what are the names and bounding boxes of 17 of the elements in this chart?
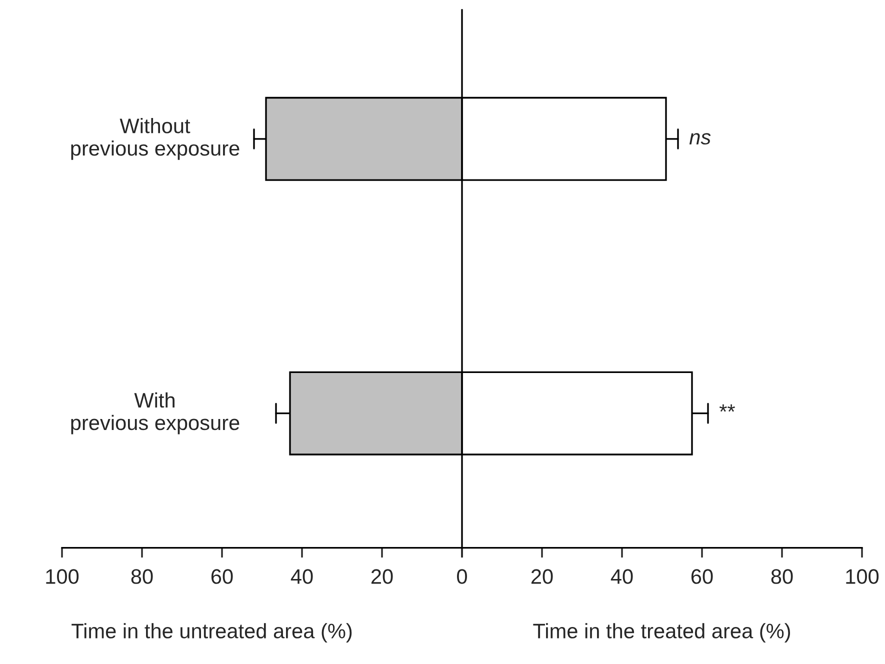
x-tick-label: 60 — [691, 569, 713, 584]
x-tick-label: 100 — [46, 569, 79, 584]
x-tick-label: 20 — [531, 569, 553, 584]
x-tick-label: 20 — [371, 569, 393, 584]
text: Time in the untreated area (%) — [72, 623, 352, 643]
x-tick-label: 80 — [771, 569, 793, 584]
x-tick-label: 0 — [457, 569, 467, 584]
annotation: ** — [719, 404, 735, 412]
x-tick-label: 60 — [211, 569, 233, 584]
x-tick-label: 100 — [846, 569, 879, 584]
x-tick-label: 40 — [290, 569, 313, 584]
y-tick-label: With previous exposure — [71, 392, 240, 434]
text: Time in the treated area (%) — [533, 623, 790, 643]
y-tick-label: Without previous exposure — [71, 118, 240, 160]
annotation: ns — [689, 133, 711, 145]
x-tick-label: 40 — [610, 569, 633, 584]
x-tick-label: 80 — [131, 569, 153, 584]
